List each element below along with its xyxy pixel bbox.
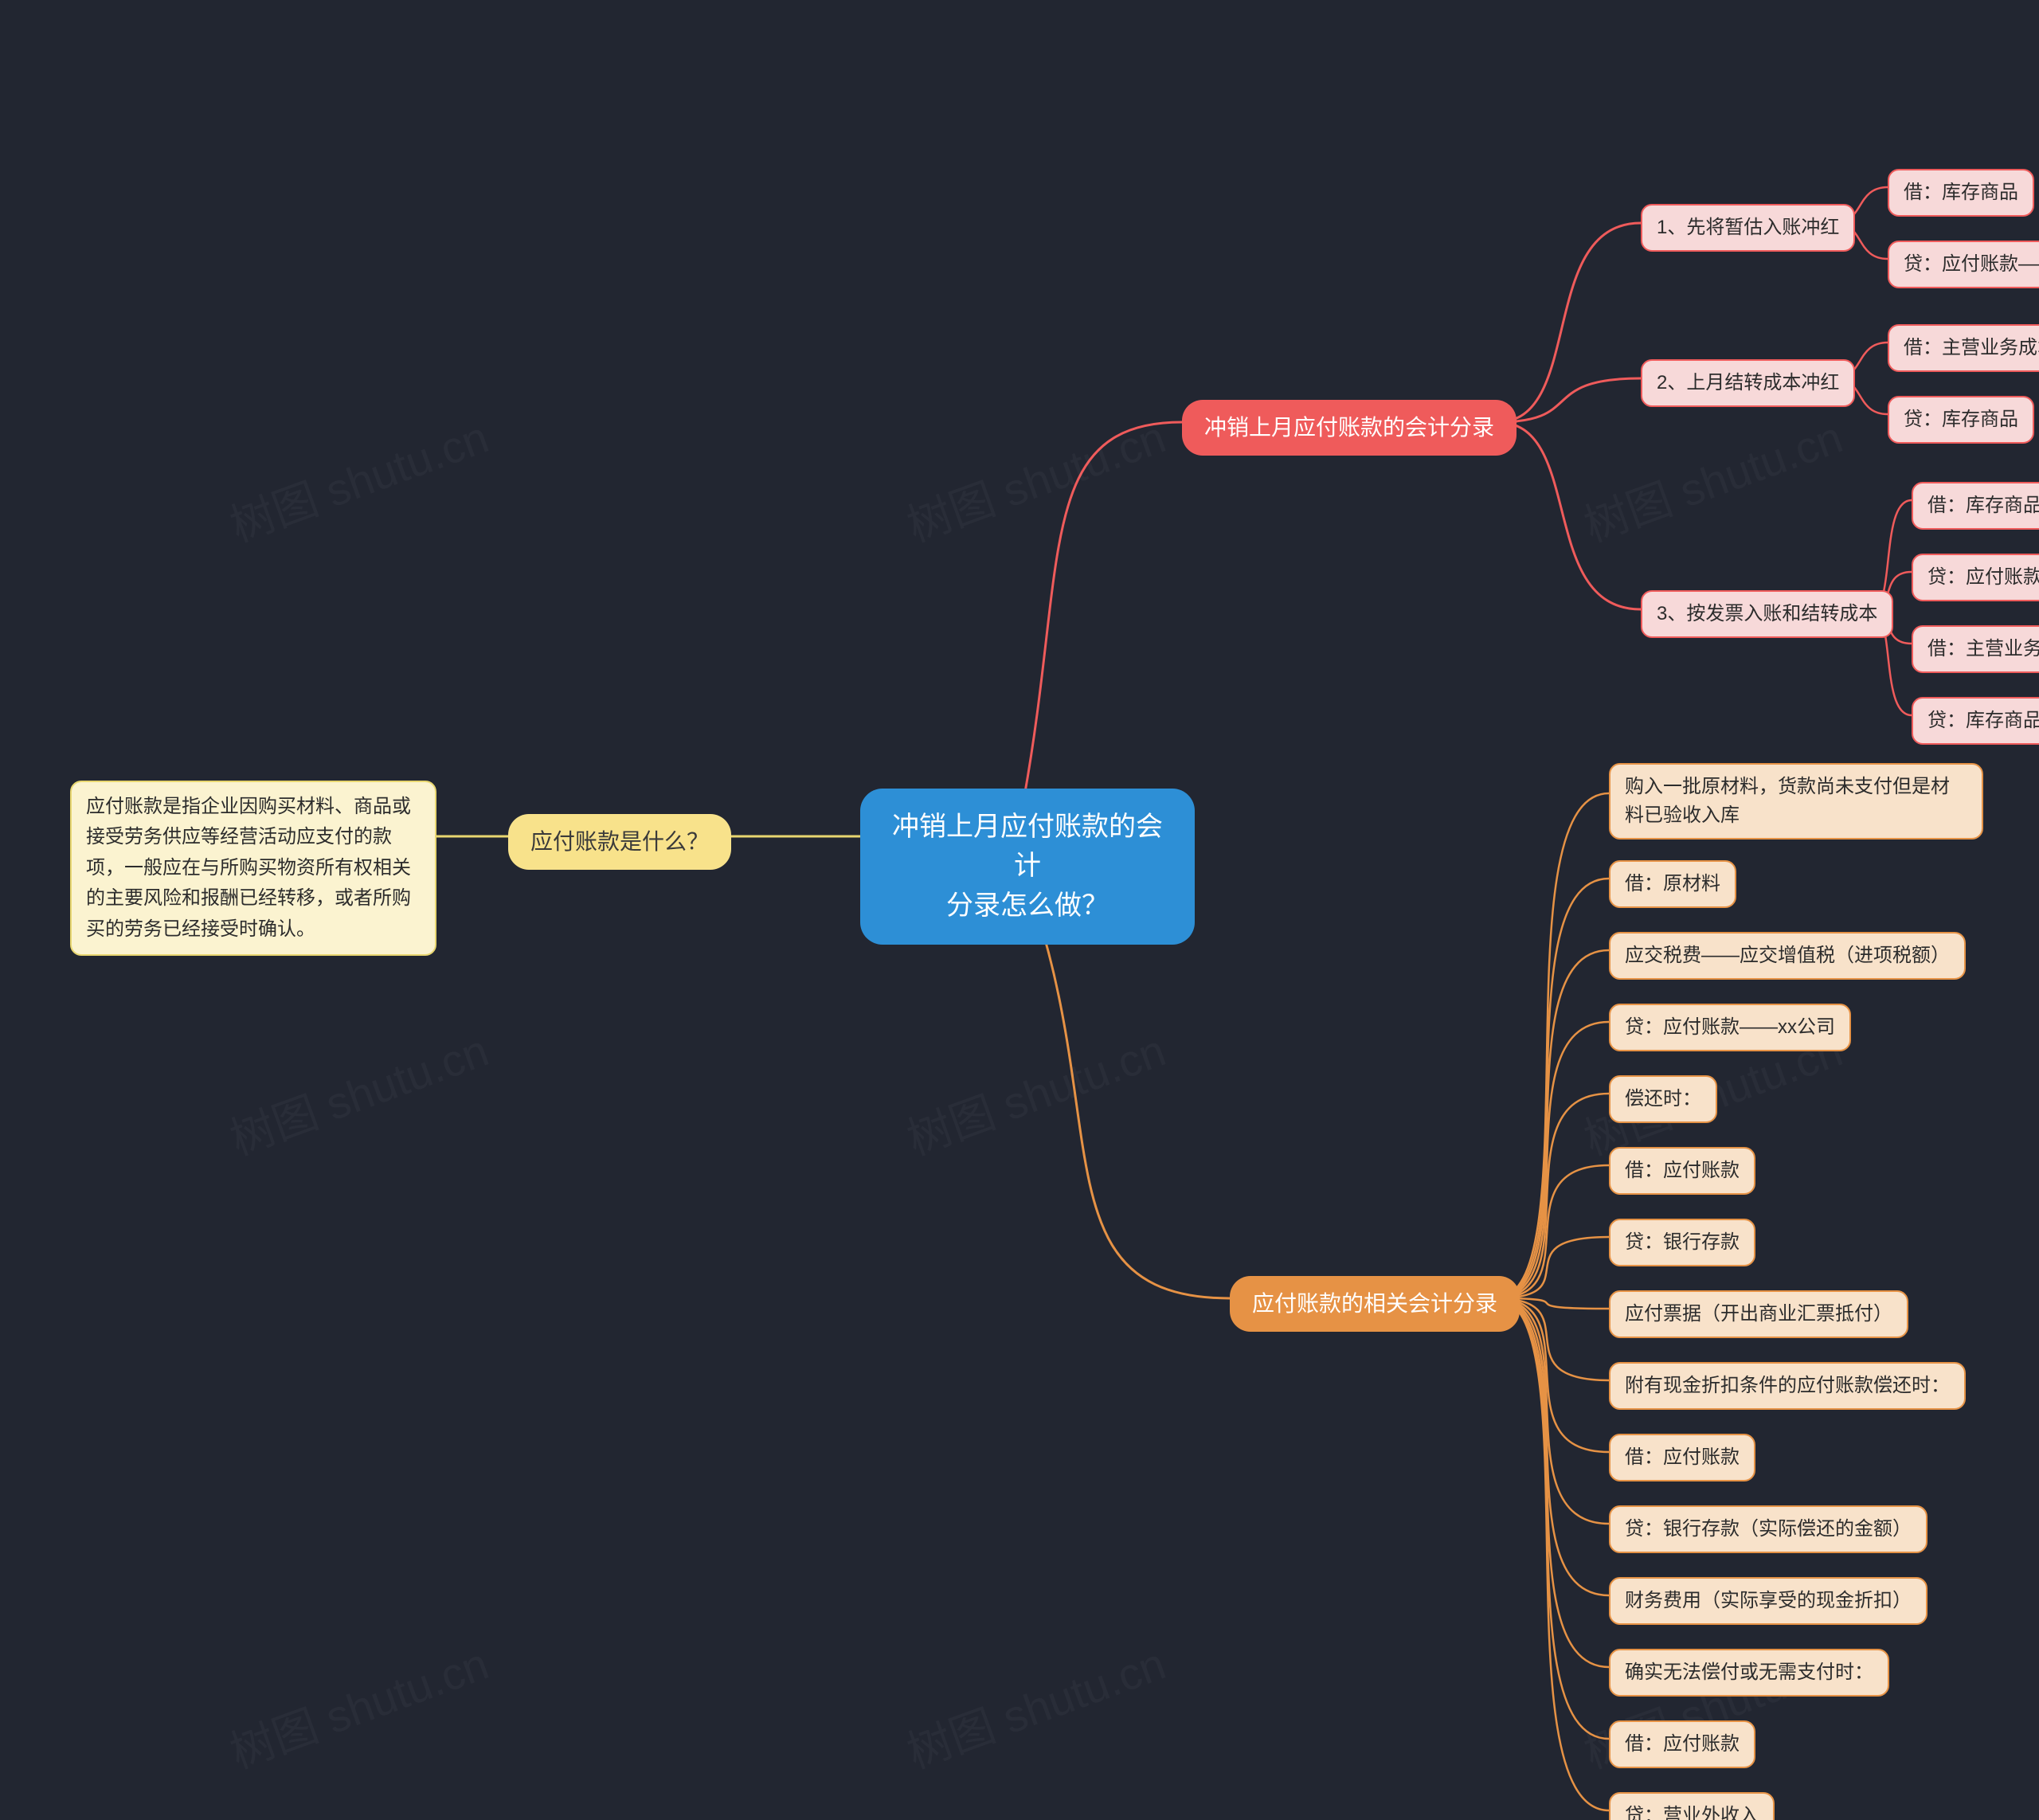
group-1-item-1-text: 贷：应付账款——暂估款 bbox=[1904, 253, 2039, 275]
group-3-item-0[interactable]: 借：库存商品 bbox=[1912, 482, 2039, 530]
root-node[interactable]: 冲销上月应付账款的会计分录怎么做？ bbox=[860, 789, 1195, 945]
orange-item-1-text: 借：原材料 bbox=[1625, 873, 1720, 894]
group-3-item-1[interactable]: 贷：应付账款——商品款 bbox=[1912, 554, 2039, 601]
branch-related-entry-label: 应付账款的相关会计分录 bbox=[1252, 1291, 1497, 1316]
group-3-label: 3、按发票入账和结转成本 bbox=[1657, 603, 1877, 624]
branch-related-entry[interactable]: 应付账款的相关会计分录 bbox=[1230, 1276, 1520, 1332]
orange-item-14-text: 贷：营业外收入 bbox=[1625, 1805, 1759, 1820]
group-2-item-1[interactable]: 贷：库存商品 bbox=[1888, 396, 2034, 444]
group-3-item-2[interactable]: 借：主营业务成本 bbox=[1912, 625, 2039, 673]
orange-item-6-text: 贷：银行存款 bbox=[1625, 1231, 1740, 1253]
orange-item-4-text: 偿还时： bbox=[1625, 1088, 1701, 1110]
orange-item-14[interactable]: 贷：营业外收入 bbox=[1609, 1792, 1775, 1820]
group-2-label: 2、上月结转成本冲红 bbox=[1657, 372, 1839, 393]
orange-item-13[interactable]: 借：应付账款 bbox=[1609, 1720, 1755, 1768]
group-1-item-0[interactable]: 借：库存商品 bbox=[1888, 169, 2034, 217]
orange-item-0[interactable]: 购入一批原材料，货款尚未支付但是材料已验收入库 bbox=[1609, 763, 1983, 840]
group-3[interactable]: 3、按发票入账和结转成本 bbox=[1641, 590, 1893, 638]
orange-item-11-text: 财务费用（实际享受的现金折扣） bbox=[1625, 1590, 1912, 1611]
orange-item-1[interactable]: 借：原材料 bbox=[1609, 860, 1736, 908]
branch-what-is[interactable]: 应付账款是什么？ bbox=[508, 814, 731, 870]
watermark: 树图 shutu.cn bbox=[897, 1015, 1173, 1168]
group-1[interactable]: 1、先将暂估入账冲红 bbox=[1641, 204, 1855, 252]
orange-item-8[interactable]: 附有现金折扣条件的应付账款偿还时： bbox=[1609, 1362, 1966, 1410]
orange-item-8-text: 附有现金折扣条件的应付账款偿还时： bbox=[1625, 1375, 1950, 1396]
orange-item-4[interactable]: 偿还时： bbox=[1609, 1075, 1717, 1123]
watermark: 树图 shutu.cn bbox=[1574, 401, 1850, 554]
orange-item-3[interactable]: 贷：应付账款——xx公司 bbox=[1609, 1004, 1851, 1051]
orange-item-7-text: 应付票据（开出商业汇票抵付） bbox=[1625, 1303, 1892, 1325]
group-1-item-1[interactable]: 贷：应付账款——暂估款 bbox=[1888, 241, 2039, 288]
group-1-label: 1、先将暂估入账冲红 bbox=[1657, 217, 1839, 238]
watermark: 树图 shutu.cn bbox=[220, 1015, 496, 1168]
orange-item-10[interactable]: 贷：银行存款（实际偿还的金额） bbox=[1609, 1505, 1927, 1553]
group-3-item-0-text: 借：库存商品 bbox=[1927, 495, 2039, 516]
orange-item-9-text: 借：应付账款 bbox=[1625, 1446, 1740, 1468]
orange-item-13-text: 借：应付账款 bbox=[1625, 1733, 1740, 1755]
branch-reverse-entry[interactable]: 冲销上月应付账款的会计分录 bbox=[1182, 400, 1517, 456]
branch-what-is-label: 应付账款是什么？ bbox=[530, 829, 709, 854]
watermark: 树图 shutu.cn bbox=[220, 401, 496, 554]
orange-item-7[interactable]: 应付票据（开出商业汇票抵付） bbox=[1609, 1290, 1908, 1338]
leaf-what-is-text: 应付账款是指企业因购买材料、商品或接受劳务供应等经营活动应支付的款项，一般应在与… bbox=[86, 796, 411, 940]
branch-reverse-entry-label: 冲销上月应付账款的会计分录 bbox=[1204, 415, 1494, 440]
group-2-item-0-text: 借：主营业务成本 bbox=[1904, 337, 2039, 358]
orange-item-5[interactable]: 借：应付账款 bbox=[1609, 1147, 1755, 1195]
orange-item-5-text: 借：应付账款 bbox=[1625, 1160, 1740, 1181]
watermark: 树图 shutu.cn bbox=[220, 1628, 496, 1781]
orange-item-2-text: 应交税费——应交增值税（进项税额） bbox=[1625, 945, 1950, 966]
leaf-what-is-def[interactable]: 应付账款是指企业因购买材料、商品或接受劳务供应等经营活动应支付的款项，一般应在与… bbox=[70, 781, 436, 956]
orange-item-12-text: 确实无法偿付或无需支付时： bbox=[1625, 1661, 1873, 1683]
orange-item-0-text: 购入一批原材料，货款尚未支付但是材料已验收入库 bbox=[1625, 776, 1950, 826]
orange-item-11[interactable]: 财务费用（实际享受的现金折扣） bbox=[1609, 1577, 1927, 1625]
orange-item-10-text: 贷：银行存款（实际偿还的金额） bbox=[1625, 1518, 1912, 1540]
group-3-item-3-text: 贷：库存商品 bbox=[1927, 710, 2039, 731]
group-3-item-3[interactable]: 贷：库存商品 bbox=[1912, 697, 2039, 745]
orange-item-3-text: 贷：应付账款——xx公司 bbox=[1625, 1016, 1835, 1038]
orange-item-9[interactable]: 借：应付账款 bbox=[1609, 1434, 1755, 1481]
group-2-item-1-text: 贷：库存商品 bbox=[1904, 409, 2018, 430]
orange-item-6[interactable]: 贷：银行存款 bbox=[1609, 1219, 1755, 1266]
watermark: 树图 shutu.cn bbox=[897, 401, 1173, 554]
group-3-item-1-text: 贷：应付账款——商品款 bbox=[1927, 566, 2039, 588]
orange-item-2[interactable]: 应交税费——应交增值税（进项税额） bbox=[1609, 932, 1966, 980]
group-1-item-0-text: 借：库存商品 bbox=[1904, 182, 2018, 203]
group-3-item-2-text: 借：主营业务成本 bbox=[1927, 638, 2039, 660]
group-2-item-0[interactable]: 借：主营业务成本 bbox=[1888, 324, 2039, 372]
group-2[interactable]: 2、上月结转成本冲红 bbox=[1641, 359, 1855, 407]
orange-item-12[interactable]: 确实无法偿付或无需支付时： bbox=[1609, 1649, 1889, 1697]
watermark: 树图 shutu.cn bbox=[897, 1628, 1173, 1781]
root-label: 冲销上月应付账款的会计分录怎么做？ bbox=[892, 812, 1163, 921]
